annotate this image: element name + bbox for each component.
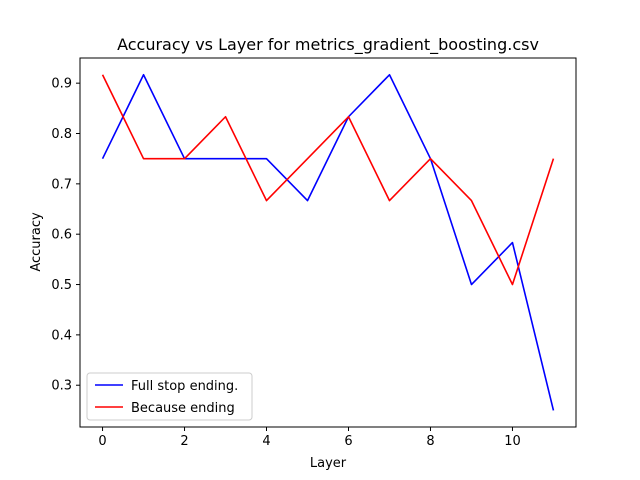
legend-label-1: Full stop ending. [131, 379, 238, 394]
plot-frame [79, 57, 577, 428]
chart-title: Accuracy vs Layer for metrics_gradient_b… [117, 35, 539, 55]
y-tick-label: 0.4 [51, 328, 72, 343]
y-tick-label: 0.8 [51, 127, 72, 142]
y-tick-label: 0.7 [51, 177, 72, 192]
y-tick-label: 0.3 [51, 379, 72, 394]
legend-label-2: Because ending [131, 401, 235, 416]
x-axis-label: Layer [310, 456, 347, 471]
x-axis-ticks: 0 2 4 6 8 10 [98, 427, 521, 449]
y-tick-label: 0.9 [51, 77, 72, 92]
x-tick-label: 10 [504, 434, 521, 449]
x-tick-label: 4 [262, 434, 270, 449]
y-axis-ticks: 0.3 0.4 0.5 0.6 0.7 0.8 0.9 [51, 77, 80, 394]
series-line-2 [101, 74, 555, 286]
y-tick-label: 0.6 [51, 228, 72, 243]
series-line-1 [101, 73, 555, 411]
y-tick-label: 0.5 [51, 278, 72, 293]
series-layer [101, 73, 555, 411]
x-tick-label: 8 [426, 434, 434, 449]
legend-box [86, 372, 253, 421]
x-tick-label: 0 [98, 434, 106, 449]
x-tick-label: 6 [344, 434, 352, 449]
x-tick-label: 2 [180, 434, 188, 449]
legend: Full stop ending. Because ending [86, 372, 253, 421]
y-axis-label: Accuracy [29, 212, 44, 272]
